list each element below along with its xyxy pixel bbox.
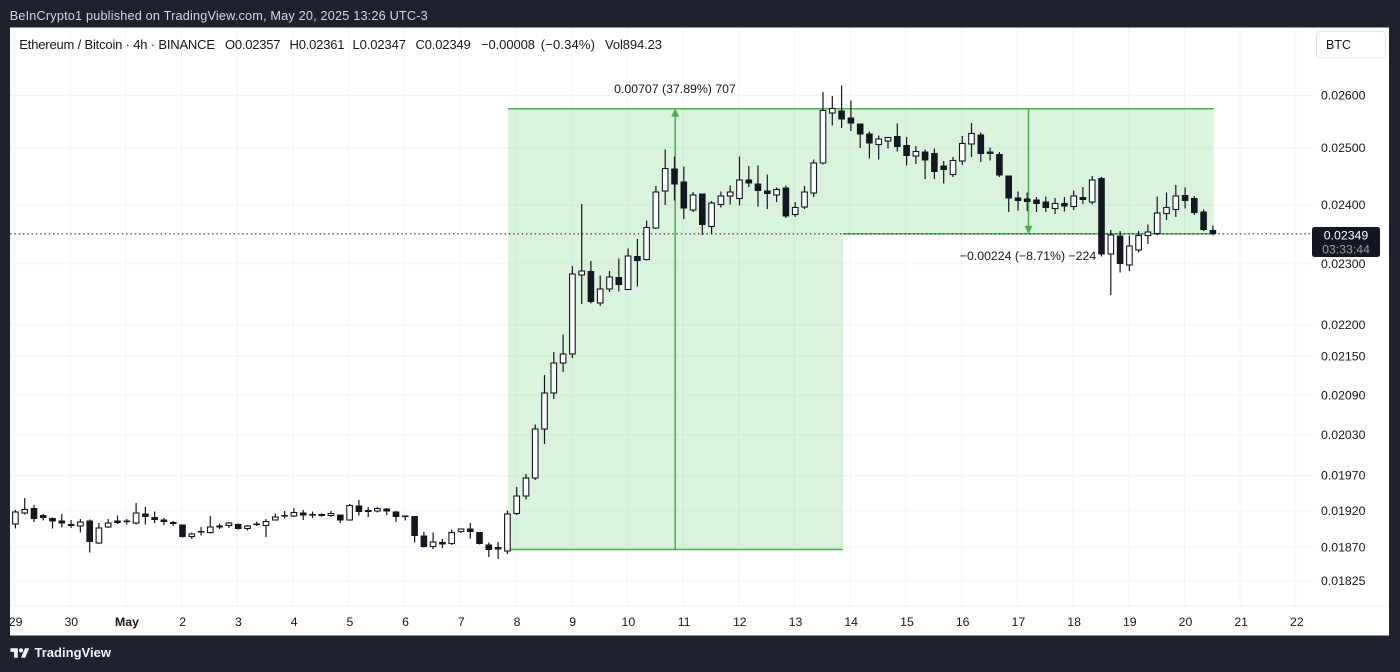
svg-text:0.02030: 0.02030	[1321, 428, 1366, 442]
svg-text:O0.02357: O0.02357	[225, 37, 281, 52]
svg-text:3: 3	[235, 615, 242, 629]
svg-text:0.02090: 0.02090	[1321, 388, 1366, 402]
svg-text:0.01825: 0.01825	[1321, 574, 1366, 588]
svg-text:0.02349: 0.02349	[1324, 229, 1369, 243]
svg-text:BeInCrypto1 published on Tradi: BeInCrypto1 published on TradingView.com…	[10, 9, 428, 23]
svg-text:20: 20	[1179, 615, 1193, 629]
svg-text:(−0.34%): (−0.34%)	[541, 37, 595, 52]
svg-text:BTC: BTC	[1326, 38, 1351, 52]
svg-text:21: 21	[1234, 615, 1248, 629]
svg-text:0.02400: 0.02400	[1321, 198, 1366, 212]
svg-text:0.02500: 0.02500	[1321, 141, 1366, 155]
svg-text:4: 4	[291, 615, 298, 629]
svg-text:16: 16	[956, 615, 970, 629]
svg-text:29: 29	[9, 615, 23, 629]
svg-text:15: 15	[900, 615, 914, 629]
svg-text:9: 9	[569, 615, 576, 629]
svg-text:May: May	[115, 615, 139, 629]
svg-text:7: 7	[458, 615, 465, 629]
svg-text:5: 5	[346, 615, 353, 629]
svg-text:C0.02349: C0.02349	[416, 37, 471, 52]
svg-text:0.01920: 0.01920	[1321, 504, 1366, 518]
svg-text:03:33:44: 03:33:44	[1322, 243, 1370, 257]
svg-text:L0.02347: L0.02347	[353, 37, 407, 52]
svg-text:13: 13	[789, 615, 803, 629]
svg-text:2: 2	[179, 615, 186, 629]
svg-text:14: 14	[844, 615, 858, 629]
svg-text:11: 11	[678, 615, 691, 629]
svg-text:0.01870: 0.01870	[1321, 541, 1366, 555]
svg-text:0.00707 (37.89%) 707: 0.00707 (37.89%) 707	[614, 82, 736, 96]
svg-text:8: 8	[514, 615, 521, 629]
svg-text:0.02150: 0.02150	[1321, 350, 1366, 364]
svg-text:0.02200: 0.02200	[1321, 318, 1366, 332]
svg-text:Vol894.23: Vol894.23	[605, 37, 662, 52]
svg-text:18: 18	[1067, 615, 1081, 629]
svg-text:−0.00224 (−8.71%) −224: −0.00224 (−8.71%) −224	[960, 249, 1097, 263]
svg-text:TradingView: TradingView	[35, 645, 112, 660]
svg-text:19: 19	[1123, 615, 1137, 629]
svg-text:22: 22	[1290, 615, 1304, 629]
svg-text:17: 17	[1012, 615, 1026, 629]
svg-text:0.02300: 0.02300	[1321, 257, 1366, 271]
svg-text:−0.00008: −0.00008	[481, 37, 535, 52]
svg-text:6: 6	[402, 615, 409, 629]
svg-text:Ethereum / Bitcoin · 4h · BINA: Ethereum / Bitcoin · 4h · BINANCE	[19, 37, 215, 52]
svg-text:H0.02361: H0.02361	[290, 37, 345, 52]
svg-text:12: 12	[733, 615, 747, 629]
svg-text:30: 30	[64, 615, 78, 629]
svg-text:10: 10	[622, 615, 636, 629]
svg-text:0.02600: 0.02600	[1321, 89, 1366, 103]
svg-text:0.01970: 0.01970	[1321, 469, 1366, 483]
